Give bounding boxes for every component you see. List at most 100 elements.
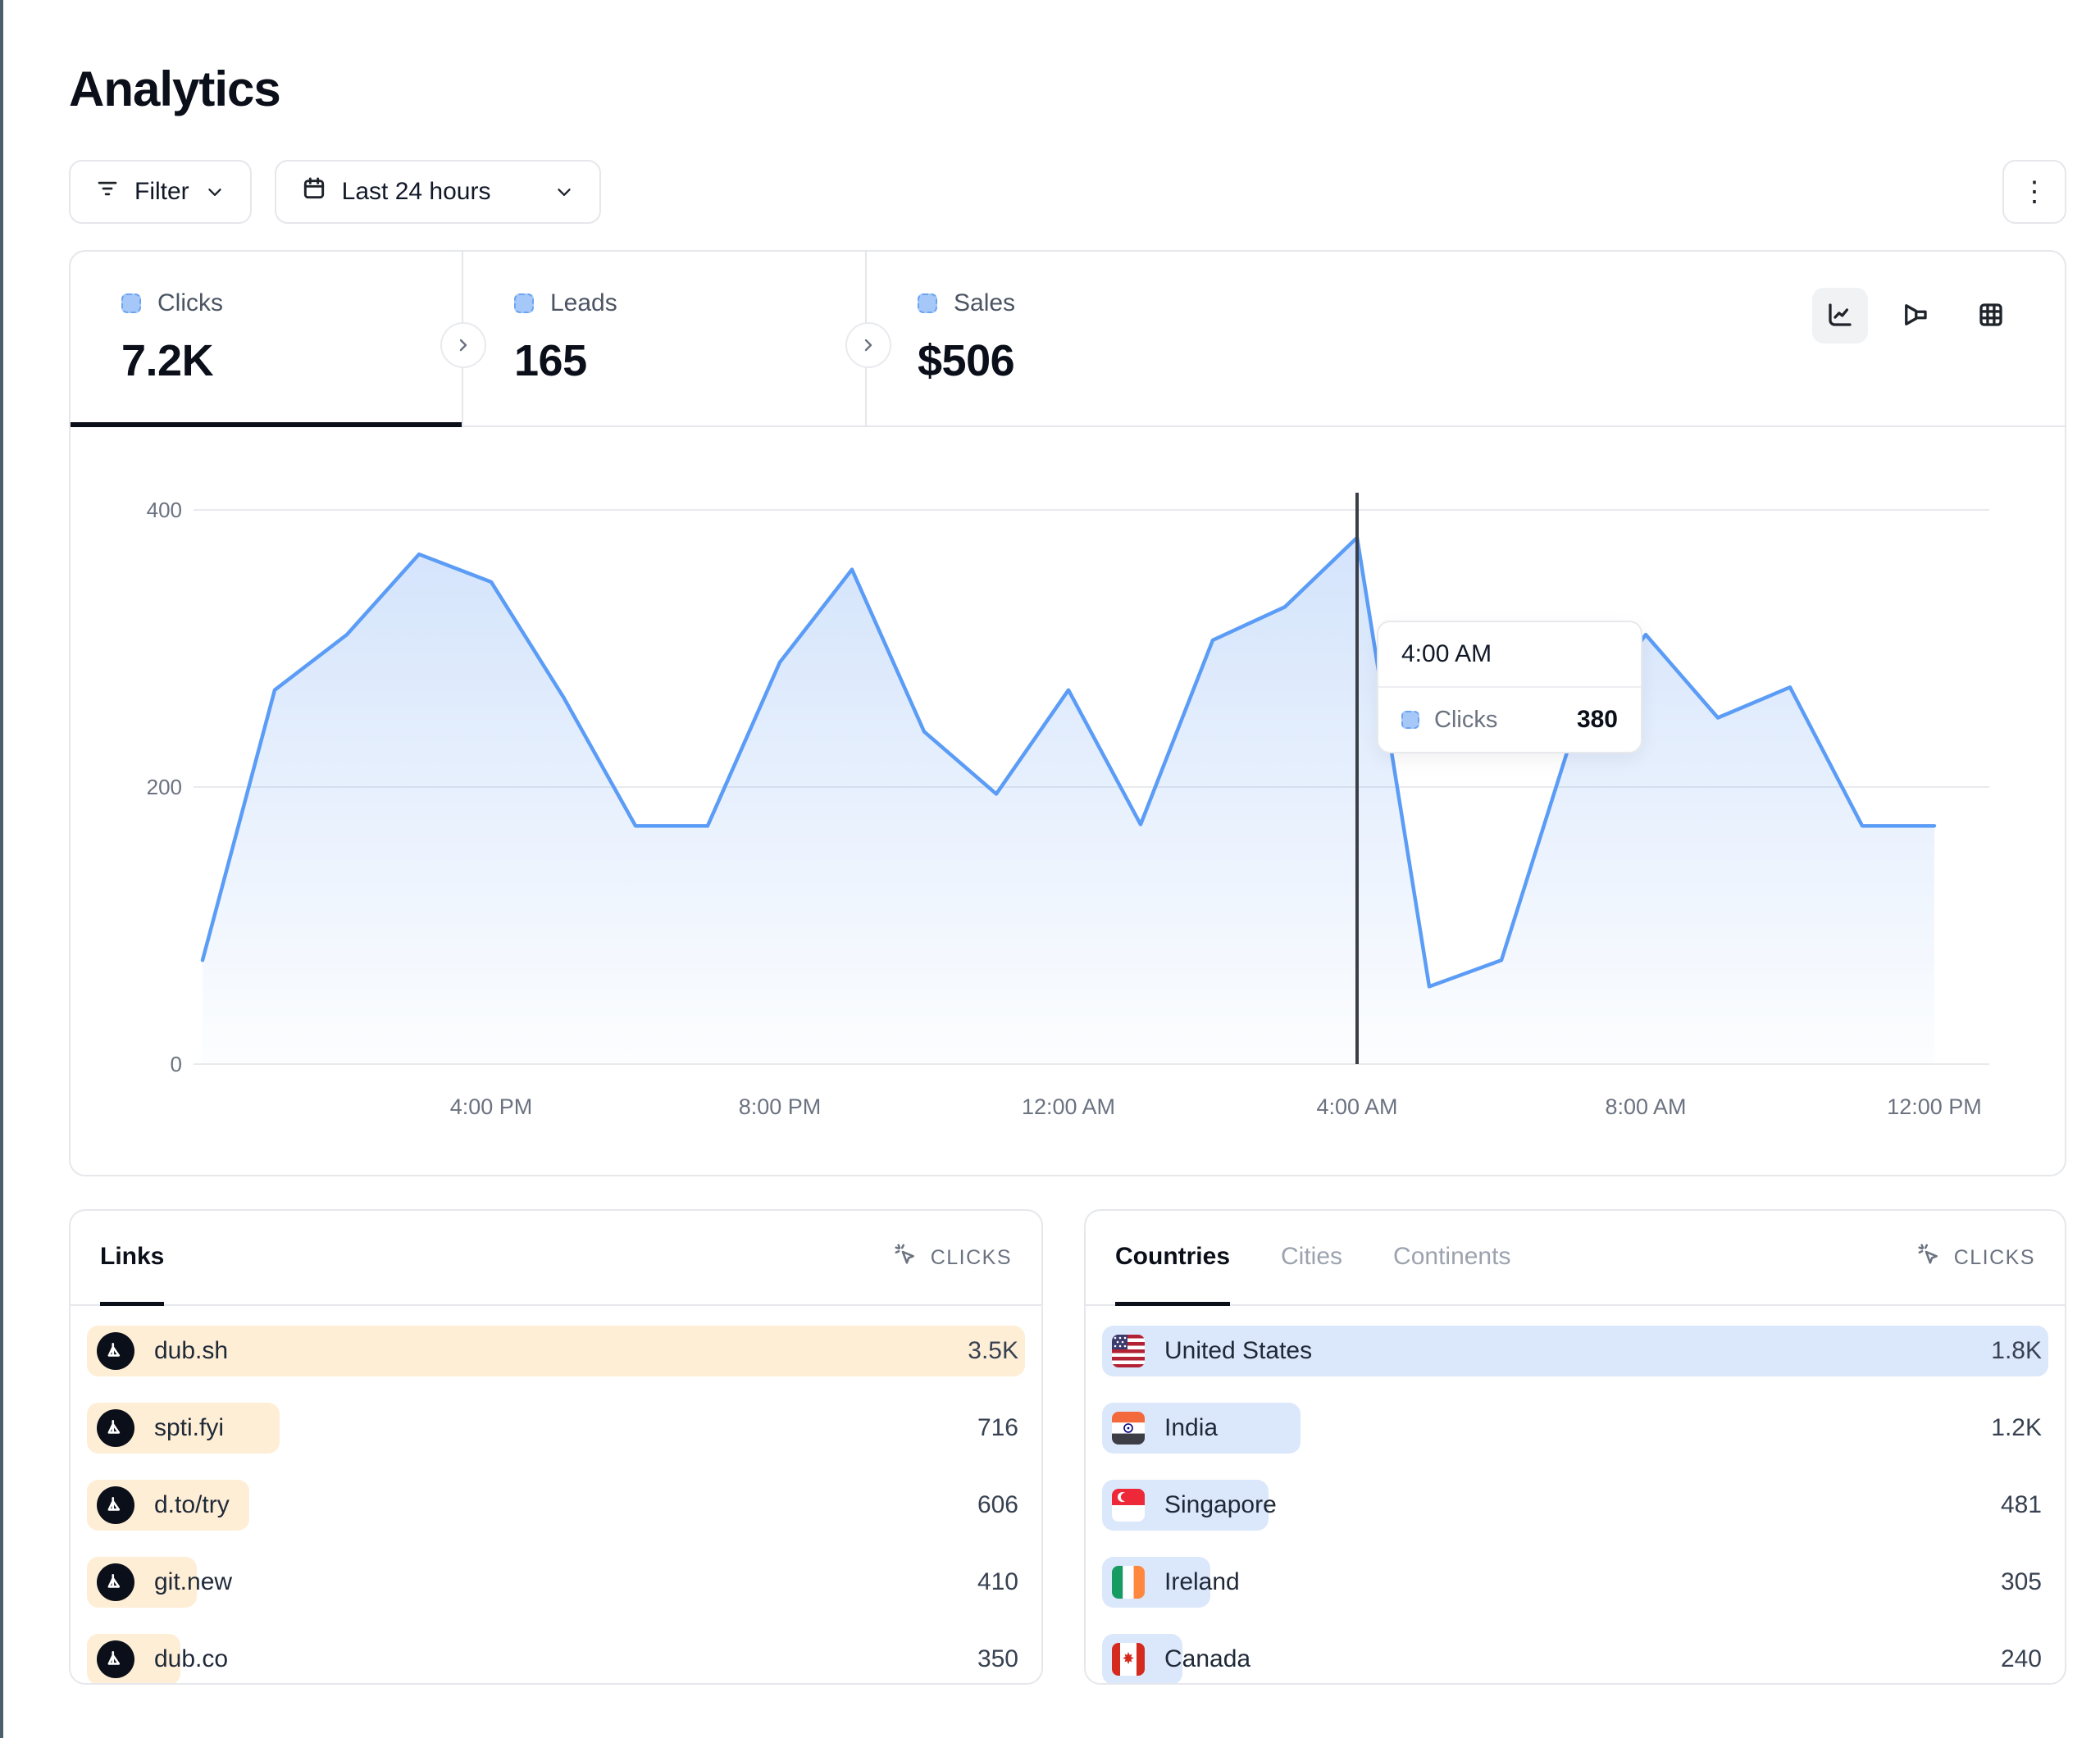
dub-logo-icon xyxy=(97,1640,134,1678)
row-label: dub.co xyxy=(154,1645,229,1672)
leaderboard-row[interactable]: Ireland 305 xyxy=(1102,1557,2048,1608)
stats-tabs: Clicks 7.2K Leads 165 Sales $506 xyxy=(71,252,2065,427)
in-flag-icon xyxy=(1112,1412,1145,1445)
leads-tab-value: 165 xyxy=(514,336,587,385)
leaderboard-row[interactable]: spti.fyi 716 xyxy=(87,1403,1025,1454)
tab-clicks[interactable]: Clicks 7.2K xyxy=(71,252,463,427)
row-main: d.to/try xyxy=(87,1486,230,1524)
leaderboard-row[interactable]: United States 1.8K xyxy=(1102,1326,2048,1376)
links-metric-chip: CLICKS xyxy=(893,1211,1012,1304)
tooltip-series-swatch xyxy=(1401,711,1419,729)
countries-metric-chip: CLICKS xyxy=(1916,1211,2035,1304)
row-label: India xyxy=(1164,1414,1219,1441)
row-main: Singapore xyxy=(1102,1489,1277,1522)
svg-text:12:00 AM: 12:00 AM xyxy=(1022,1094,1115,1119)
funnel-chart-icon xyxy=(1901,300,1930,332)
row-main: dub.sh xyxy=(87,1332,228,1370)
row-label: git.new xyxy=(154,1568,233,1595)
svg-text:4:00 PM: 4:00 PM xyxy=(450,1094,533,1119)
value-bar xyxy=(1102,1326,2048,1376)
svg-text:200: 200 xyxy=(147,775,182,799)
ca-flag-icon xyxy=(1112,1643,1145,1676)
links-panel: Links CLICKS dub.sh 3.5K spti.fyi 716 d.to/t… xyxy=(69,1209,1043,1685)
filter-icon xyxy=(95,176,120,207)
grid-table-icon xyxy=(1976,300,2006,332)
links-metric-label: CLICKS xyxy=(930,1245,1012,1269)
svg-text:12:00 PM: 12:00 PM xyxy=(1887,1094,1982,1119)
tab-sales[interactable]: Sales $506 xyxy=(867,252,2065,425)
svg-text:400: 400 xyxy=(147,498,182,522)
value-bar xyxy=(87,1326,1025,1376)
leaderboard-row[interactable]: dub.co 350 xyxy=(87,1634,1025,1683)
sales-legend-swatch xyxy=(918,293,937,313)
leads-tab-label: Leads xyxy=(550,289,617,316)
clicks-legend-swatch xyxy=(121,293,141,313)
clicks-timeseries-chart[interactable]: 0 200 400 4:00 PM 8:00 PM 12:00 AM 4:00 AM 8:00… xyxy=(71,427,2065,1175)
analytics-chart-card: Clicks 7.2K Leads 165 Sales $506 xyxy=(69,250,2066,1176)
row-label: spti.fyi xyxy=(154,1414,225,1441)
row-value: 481 xyxy=(2000,1491,2042,1518)
date-range-button[interactable]: Last 24 hours xyxy=(274,160,601,224)
chevron-down-icon xyxy=(204,181,225,202)
countries-metric-label: CLICKS xyxy=(1953,1245,2035,1269)
row-value: 410 xyxy=(977,1568,1018,1595)
chart-view-switcher xyxy=(1812,288,2019,344)
leaderboard-row[interactable]: git.new 410 xyxy=(87,1557,1025,1608)
tab-cities[interactable]: Cities xyxy=(1281,1242,1343,1270)
cursor-click-icon xyxy=(1916,1242,1943,1274)
row-value: 716 xyxy=(977,1414,1018,1441)
analytics-page: Analytics Filter Last 24 hours ⋮ xyxy=(69,0,2066,1685)
row-main: git.new xyxy=(87,1563,232,1601)
us-flag-icon xyxy=(1112,1335,1145,1367)
row-main: spti.fyi xyxy=(87,1409,224,1447)
row-label: United States xyxy=(1164,1337,1313,1364)
row-value: 305 xyxy=(2000,1568,2042,1595)
sales-tab-value: $506 xyxy=(918,336,1015,385)
leaderboard-row[interactable]: Singapore 481 xyxy=(1102,1480,2048,1531)
chevron-down-icon xyxy=(553,181,575,202)
row-value: 606 xyxy=(977,1491,1018,1518)
tab-links[interactable]: Links xyxy=(100,1211,165,1306)
tab-leads[interactable]: Leads 165 xyxy=(463,252,867,425)
leaderboard-row[interactable]: India 1.2K xyxy=(1102,1403,2048,1454)
leaderboard-row[interactable]: Canada 240 xyxy=(1102,1634,2048,1683)
leaderboard-row[interactable]: dub.sh 3.5K xyxy=(87,1326,1025,1376)
row-value: 1.2K xyxy=(1991,1414,2042,1441)
tab-continents[interactable]: Continents xyxy=(1393,1242,1511,1270)
sg-flag-icon xyxy=(1112,1489,1145,1522)
countries-panel: Countries Cities Continents CLICKS Unite… xyxy=(1084,1209,2066,1685)
dub-logo-icon xyxy=(97,1409,134,1447)
leaderboards: Links CLICKS dub.sh 3.5K spti.fyi 716 d.to/t… xyxy=(69,1209,2066,1685)
row-main: Ireland xyxy=(1102,1566,1240,1599)
next-metric-button[interactable] xyxy=(845,322,891,368)
filter-button[interactable]: Filter xyxy=(69,160,252,224)
row-main: United States xyxy=(1102,1335,1312,1367)
tooltip-series-value: 380 xyxy=(1576,706,1618,733)
svg-text:0: 0 xyxy=(171,1052,182,1076)
svg-text:4:00 AM: 4:00 AM xyxy=(1316,1094,1397,1119)
row-main: dub.co xyxy=(87,1640,228,1678)
more-options-button[interactable]: ⋮ xyxy=(2002,160,2066,224)
row-value: 3.5K xyxy=(968,1337,1018,1364)
sales-tab-label: Sales xyxy=(954,289,1016,316)
table-view-button[interactable] xyxy=(1963,288,2019,344)
line-chart-view-button[interactable] xyxy=(1812,288,1868,344)
row-label: Singapore xyxy=(1164,1491,1277,1518)
row-label: dub.sh xyxy=(154,1337,229,1364)
toolbar: Filter Last 24 hours ⋮ xyxy=(69,160,2066,224)
row-label: Ireland xyxy=(1164,1568,1240,1595)
row-value: 350 xyxy=(977,1645,1018,1672)
leaderboard-row[interactable]: d.to/try 606 xyxy=(87,1480,1025,1531)
tooltip-series-label: Clicks xyxy=(1434,706,1498,733)
row-main: India xyxy=(1102,1412,1218,1445)
next-metric-button[interactable] xyxy=(440,322,486,368)
left-accent-border xyxy=(0,0,3,1738)
area-chart-canvas: 0 200 400 4:00 PM 8:00 PM 12:00 AM 4:00 AM 8:00… xyxy=(147,493,1989,1119)
calendar-icon xyxy=(301,175,327,208)
ie-flag-icon xyxy=(1112,1566,1145,1599)
row-main: Canada xyxy=(1102,1643,1250,1676)
tab-countries[interactable]: Countries xyxy=(1115,1211,1231,1306)
funnel-chart-view-button[interactable] xyxy=(1888,288,1943,344)
svg-text:8:00 AM: 8:00 AM xyxy=(1605,1094,1686,1119)
clicks-tab-value: 7.2K xyxy=(121,336,214,385)
